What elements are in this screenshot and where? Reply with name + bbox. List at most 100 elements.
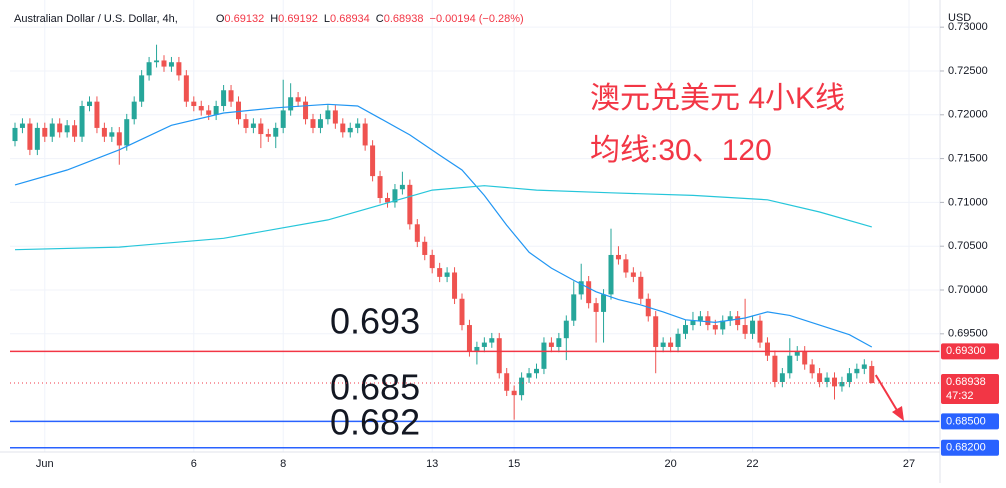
candle-body	[452, 272, 458, 299]
currency: USD	[948, 12, 971, 24]
candle-body	[49, 123, 55, 137]
level-label: 0.682	[330, 402, 420, 443]
candle-body	[422, 241, 428, 255]
candle-body	[325, 110, 331, 120]
y-tick-label: 0.71000	[948, 196, 988, 208]
candle-body	[832, 377, 838, 387]
ohlc-value: 0.68934	[330, 13, 370, 25]
candle-body	[817, 373, 823, 382]
x-tick-label: 13	[426, 458, 438, 470]
candle-body	[191, 101, 197, 107]
candle-body	[787, 355, 793, 374]
ohlc-value: 0.69192	[278, 13, 318, 25]
axis-badge	[941, 343, 999, 360]
level-label: 0.685	[330, 367, 420, 408]
ohlc-key: H	[270, 13, 278, 25]
candle-body	[541, 342, 547, 369]
candle-body	[779, 373, 785, 382]
legend: Australian Dollar / U.S. Dollar, 4h, O0.6…	[14, 13, 524, 25]
candle-body	[384, 198, 390, 203]
candle-body	[630, 272, 636, 277]
candle-body	[548, 342, 554, 347]
candle-body	[586, 281, 592, 304]
candle-body	[861, 364, 867, 369]
candle-body	[288, 97, 294, 111]
last-price-label: 0.68938	[946, 376, 986, 388]
candle-body	[101, 127, 107, 137]
candle-body	[414, 224, 420, 242]
candle-body	[154, 60, 160, 63]
candle-body	[310, 119, 316, 128]
candle-body	[839, 381, 845, 387]
candle-body	[727, 316, 733, 321]
candle-body	[511, 390, 517, 396]
candle-body	[437, 268, 443, 277]
candle-body	[213, 106, 219, 115]
y-tick-label: 0.71500	[948, 152, 988, 164]
x-tick-label: 22	[746, 458, 758, 470]
x-tick-label: 8	[280, 458, 286, 470]
candle-body	[377, 176, 383, 199]
candle-body	[720, 320, 726, 330]
candle-body	[638, 276, 644, 299]
moving-average	[14, 103, 873, 348]
ohlc-key: C	[376, 13, 384, 25]
candle-body	[183, 75, 189, 102]
candle-body	[228, 90, 234, 102]
candle-body	[481, 342, 487, 347]
y-tick-label: 0.72500	[948, 65, 988, 77]
plot	[12, 44, 875, 420]
candle-body	[802, 351, 808, 365]
candle-body	[757, 320, 763, 343]
candle-body	[392, 189, 398, 203]
axis-badge	[941, 413, 999, 430]
candle-body	[429, 254, 435, 269]
candle-body	[407, 184, 413, 225]
candle-body	[79, 106, 85, 137]
x-tick-label: 27	[903, 458, 915, 470]
candle-body	[809, 364, 815, 374]
y-tick-label: 0.70500	[948, 240, 988, 252]
axis-badge-label: 0.69300	[946, 345, 986, 357]
x-tick-label: 15	[508, 458, 520, 470]
candle-body	[86, 101, 92, 107]
candle-body	[683, 325, 689, 334]
candle-body	[34, 127, 40, 150]
grid	[10, 0, 940, 452]
ohlc-key: O	[216, 13, 225, 25]
candle-body	[556, 338, 562, 347]
candle-body	[668, 342, 674, 347]
candle-body	[273, 127, 279, 137]
candle-body	[571, 294, 577, 321]
candle-body	[131, 101, 137, 120]
candle-body	[459, 298, 465, 326]
candle-body	[198, 106, 204, 111]
candle-body	[12, 127, 18, 142]
candle-body	[221, 90, 227, 107]
x-tick-label: 6	[191, 458, 197, 470]
candle-body	[578, 281, 584, 295]
moving-average	[14, 185, 872, 251]
candle-body	[124, 119, 130, 146]
candle-body	[161, 60, 167, 67]
overlay: 0.693 0.69300 0.685 0.68500 0.682 0.68200 0.68…	[10, 82, 999, 456]
candle-body	[846, 373, 852, 382]
candle-body	[146, 62, 152, 76]
candle-body	[332, 110, 338, 124]
x-tick-label: Jun	[36, 458, 54, 470]
candle-body	[340, 123, 346, 133]
countdown: 47:32	[946, 390, 974, 402]
candle-body	[235, 101, 241, 120]
candle-body	[280, 110, 286, 128]
candle-body	[601, 294, 607, 312]
candle-body	[526, 373, 532, 378]
candle-body	[399, 184, 405, 190]
candle-body	[109, 132, 115, 137]
candle-body	[474, 346, 480, 352]
candle-body	[593, 303, 599, 312]
candle-body	[347, 127, 353, 133]
candle-body	[72, 125, 78, 137]
